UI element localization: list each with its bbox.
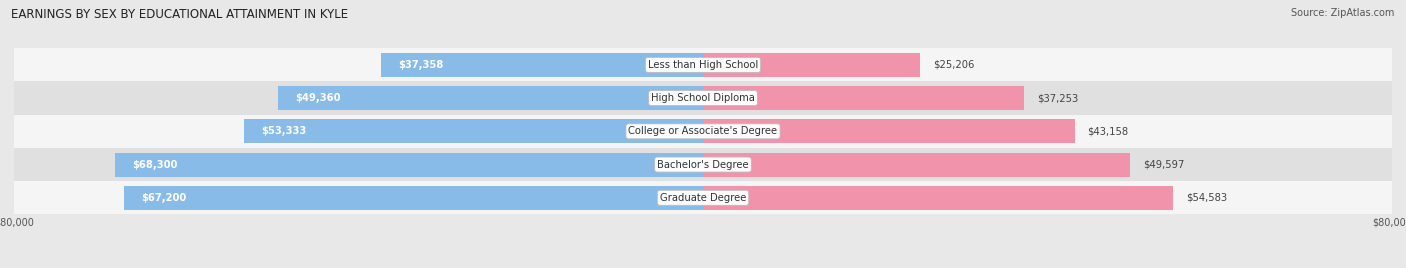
Bar — [703, 119, 1074, 143]
Text: $37,358: $37,358 — [398, 60, 444, 70]
Text: High School Diploma: High School Diploma — [651, 93, 755, 103]
Text: EARNINGS BY SEX BY EDUCATIONAL ATTAINMENT IN KYLE: EARNINGS BY SEX BY EDUCATIONAL ATTAINMEN… — [11, 8, 349, 21]
Bar — [14, 48, 1392, 81]
Text: $49,597: $49,597 — [1143, 159, 1184, 170]
Bar — [14, 181, 1392, 214]
Text: College or Associate's Degree: College or Associate's Degree — [628, 126, 778, 136]
Text: $68,300: $68,300 — [132, 159, 177, 170]
Bar — [124, 186, 703, 210]
Bar — [703, 53, 920, 77]
Text: $49,360: $49,360 — [295, 93, 340, 103]
Bar — [243, 119, 703, 143]
Text: Less than High School: Less than High School — [648, 60, 758, 70]
Bar — [14, 148, 1392, 181]
Bar — [703, 186, 1173, 210]
Text: Graduate Degree: Graduate Degree — [659, 193, 747, 203]
Bar — [14, 115, 1392, 148]
Text: $37,253: $37,253 — [1036, 93, 1078, 103]
Text: Bachelor's Degree: Bachelor's Degree — [657, 159, 749, 170]
Bar — [703, 86, 1024, 110]
Text: $25,206: $25,206 — [934, 60, 974, 70]
Bar — [14, 81, 1392, 115]
Text: Source: ZipAtlas.com: Source: ZipAtlas.com — [1291, 8, 1395, 18]
Text: $53,333: $53,333 — [262, 126, 307, 136]
Text: $43,158: $43,158 — [1088, 126, 1129, 136]
Text: $54,583: $54,583 — [1187, 193, 1227, 203]
Bar — [278, 86, 703, 110]
Bar — [381, 53, 703, 77]
Text: $67,200: $67,200 — [142, 193, 187, 203]
Bar — [703, 152, 1130, 177]
Bar — [115, 152, 703, 177]
